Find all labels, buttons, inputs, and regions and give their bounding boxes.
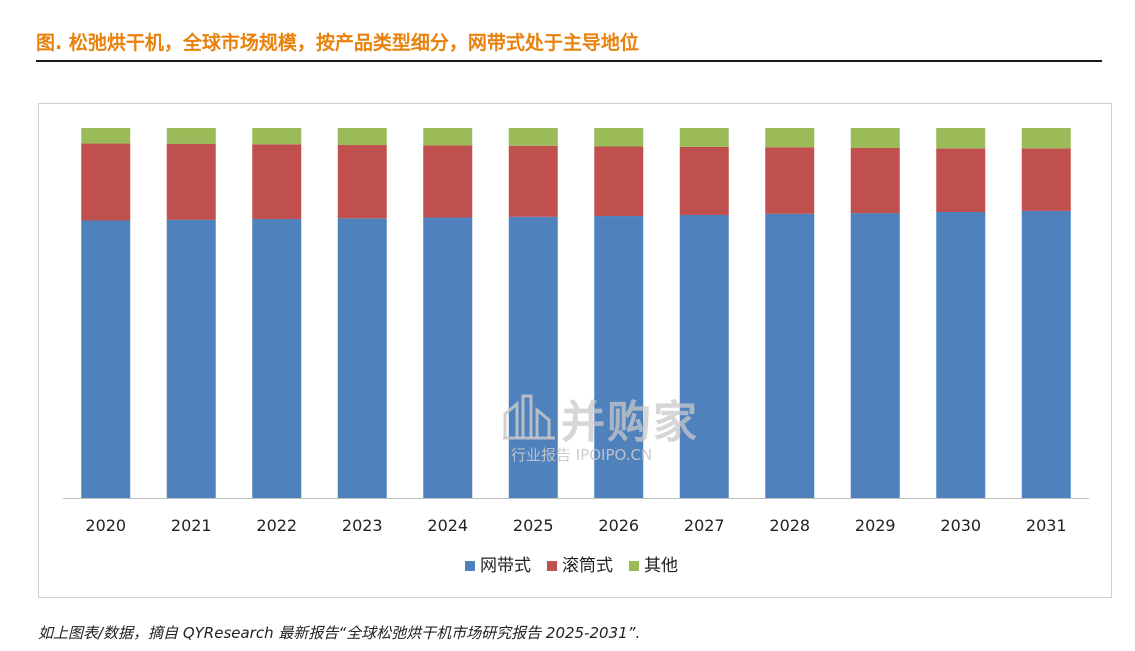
bar-segment-2022-series-2 [252,128,302,145]
x-tick-label-2028: 2028 [769,516,810,535]
bar-segment-2031-series-2 [1021,128,1071,149]
bar-segment-2027-series-0 [679,214,729,498]
legend-swatch-1 [547,561,557,571]
bar-segment-2028-series-2 [765,128,815,148]
bar-segment-2027-series-1 [679,146,729,215]
bar-segment-2026-series-1 [594,146,644,217]
bar-segment-2024-series-1 [423,145,473,218]
bar-segment-2030-series-1 [936,148,986,212]
chart-frame: 2020 2021 2022 2023 2024 2025 2026 2027 2028 2029… [38,103,1112,598]
bar-segment-2020-series-0 [81,220,131,498]
x-tick-label-2029: 2029 [855,516,896,535]
bar-segment-2028-series-0 [765,213,815,498]
x-tick-label-2020: 2020 [85,516,126,535]
bar-segment-2030-series-0 [936,211,986,498]
bar-segment-2029-series-1 [850,147,900,214]
legend-swatch-0 [465,561,475,571]
bar-segment-2021-series-0 [166,219,216,498]
x-tick-label-2023: 2023 [342,516,383,535]
bar-segment-2020-series-2 [81,128,131,144]
title-underline [36,60,1102,62]
x-tick-label-2022: 2022 [256,516,297,535]
bar-segment-2024-series-2 [423,128,473,146]
bar-segment-2031-series-1 [1021,148,1071,211]
legend-swatch-2 [629,561,639,571]
bar-segment-2023-series-0 [337,218,387,498]
bar-segment-2020-series-1 [81,143,131,221]
x-tick-label-2031: 2031 [1026,516,1067,535]
stacked-bar-chart: 2020 2021 2022 2023 2024 2025 2026 2027 2028 2029… [63,128,1089,576]
bar-segment-2022-series-1 [252,144,302,220]
bar-segment-2029-series-2 [850,128,900,148]
x-tick-label-2024: 2024 [427,516,468,535]
bar-segment-2025-series-2 [508,128,558,146]
bar-segment-2023-series-2 [337,128,387,146]
bar-segment-2027-series-2 [679,128,729,147]
bar-segment-2024-series-0 [423,217,473,498]
bar-segment-2023-series-1 [337,145,387,219]
legend-label-2: 其他 [644,556,678,576]
bar-segment-2025-series-1 [508,145,558,217]
bar-segment-2022-series-0 [252,219,302,498]
bar-segment-2021-series-2 [166,128,216,144]
bar-segment-2026-series-0 [594,216,644,498]
legend-label-1: 滚筒式 [562,556,613,576]
x-tick-label-2027: 2027 [684,516,725,535]
bar-segment-2031-series-0 [1021,210,1071,498]
bar-segment-2029-series-0 [850,213,900,498]
bar-segment-2021-series-1 [166,143,216,220]
chart-title: 图. 松弛烘干机，全球市场规模，按产品类型细分，网带式处于主导地位 [36,32,639,54]
bar-segment-2026-series-2 [594,128,644,147]
x-tick-label-2026: 2026 [598,516,639,535]
bar-segment-2025-series-0 [508,216,558,499]
x-tick-label-2030: 2030 [940,516,981,535]
x-tick-label-2025: 2025 [513,516,554,535]
x-tick-label-2021: 2021 [171,516,212,535]
source-note: 如上图表/数据，摘自 QYResearch 最新报告“全球松弛烘干机市场研究报告… [38,624,641,642]
bar-segment-2028-series-1 [765,147,815,214]
bar-segment-2030-series-2 [936,128,986,149]
legend-label-0: 网带式 [480,556,531,576]
